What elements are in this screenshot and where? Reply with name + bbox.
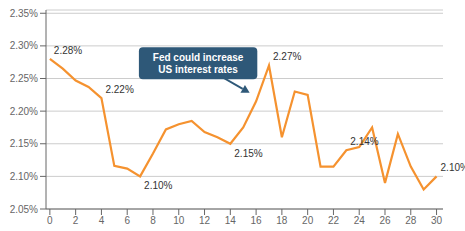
svg-text:0: 0 [47,215,53,226]
svg-text:22: 22 [328,215,340,226]
svg-text:2.28%: 2.28% [54,45,82,56]
svg-text:2.27%: 2.27% [273,51,301,62]
svg-text:2.14%: 2.14% [350,136,378,147]
svg-text:2.30%: 2.30% [10,40,38,51]
svg-text:2.35%: 2.35% [10,8,38,19]
svg-text:2.10%: 2.10% [441,162,457,173]
svg-text:10: 10 [173,215,185,226]
svg-text:26: 26 [379,215,391,226]
svg-text:12: 12 [199,215,211,226]
svg-text:16: 16 [251,215,263,226]
svg-text:28: 28 [405,215,417,226]
svg-text:4: 4 [99,215,105,226]
svg-text:20: 20 [302,215,314,226]
svg-text:Fed could increase: Fed could increase [153,52,244,63]
svg-text:2: 2 [73,215,79,226]
svg-text:2.05%: 2.05% [10,204,38,215]
svg-text:2.20%: 2.20% [10,106,38,117]
svg-text:24: 24 [354,215,366,226]
svg-text:2.15%: 2.15% [10,138,38,149]
svg-text:14: 14 [225,215,237,226]
svg-text:30: 30 [431,215,443,226]
svg-text:2.10%: 2.10% [144,180,172,191]
svg-text:2.25%: 2.25% [10,73,38,84]
svg-text:8: 8 [150,215,156,226]
svg-text:6: 6 [124,215,130,226]
svg-text:2.22%: 2.22% [105,84,133,95]
svg-text:2.15%: 2.15% [234,148,262,159]
svg-text:18: 18 [276,215,288,226]
svg-text:2.10%: 2.10% [10,171,38,182]
svg-text:US interest rates: US interest rates [158,64,238,75]
